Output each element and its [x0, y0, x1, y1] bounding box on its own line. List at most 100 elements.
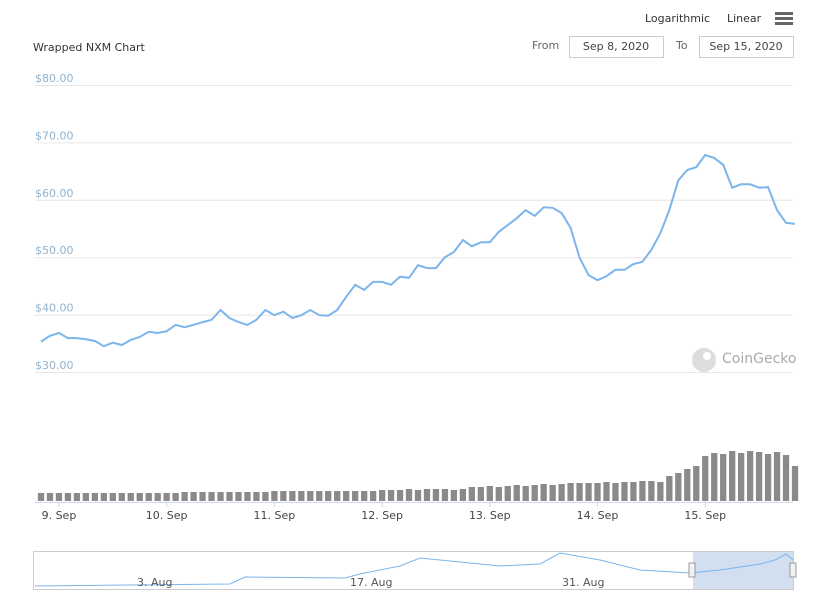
y-tick-label: $30.00: [35, 359, 74, 372]
linear-button[interactable]: Linear: [727, 12, 762, 25]
volume-bar: [720, 454, 727, 501]
x-tick-label: 10. Sep: [146, 509, 188, 522]
volume-bar: [621, 482, 628, 501]
volume-bar: [82, 493, 90, 501]
volume-bar: [630, 482, 637, 501]
volume-bar: [764, 454, 772, 501]
volume-bar: [648, 481, 655, 501]
volume-bar: [307, 491, 314, 501]
from-input[interactable]: [569, 36, 664, 58]
volume-bar: [289, 491, 296, 501]
volume-bar: [558, 484, 565, 501]
to-input[interactable]: [699, 36, 794, 58]
volume-bar: [657, 482, 664, 501]
to-date[interactable]: Sep 15, 2020: [709, 40, 782, 53]
volume-bar: [773, 452, 781, 501]
volume-bar: [316, 491, 323, 501]
y-tick-label: $50.00: [35, 244, 74, 257]
navigator-label: 3. Aug: [137, 576, 172, 589]
volume-bar: [693, 466, 700, 501]
volume-bar: [594, 483, 601, 501]
volume-bar: [118, 493, 125, 501]
volume-bar: [729, 451, 736, 501]
volume-bar: [387, 490, 395, 501]
from-date[interactable]: Sep 8, 2020: [583, 40, 649, 53]
volume-bar: [325, 491, 332, 501]
volume-bar: [378, 490, 386, 501]
volume-bar: [109, 493, 116, 501]
volume-bar: [450, 490, 458, 501]
volume-bar: [235, 492, 242, 501]
volume-bar: [217, 492, 224, 501]
watermark-logo: [692, 348, 716, 372]
volume-bar: [432, 489, 440, 501]
volume-bar: [208, 492, 215, 501]
volume-bar: [361, 491, 368, 501]
watermark: CoinGecko: [722, 351, 796, 367]
y-tick-label: $40.00: [35, 302, 74, 315]
volume-bar: [666, 476, 673, 501]
y-tick-label: $70.00: [35, 129, 74, 142]
volume-bar: [675, 473, 682, 501]
volume-bar: [791, 466, 799, 501]
volume-bar: [100, 493, 107, 501]
volume-bar: [702, 456, 709, 501]
volume-bar: [46, 493, 54, 501]
volume-bar: [567, 483, 574, 501]
volume-bar: [504, 486, 511, 501]
volume-bar: [352, 491, 359, 501]
volume-bar: [603, 482, 610, 501]
volume-bar: [64, 493, 72, 501]
x-tick-label: 12. Sep: [361, 509, 403, 522]
volume-bar: [612, 483, 619, 501]
volume-bar: [684, 469, 691, 501]
navigator-label: 17. Aug: [350, 576, 392, 589]
volume-bar: [190, 492, 197, 501]
volume-bar: [226, 492, 233, 501]
x-tick-label: 11. Sep: [254, 509, 296, 522]
volume-bar: [746, 451, 754, 501]
volume-bar: [343, 491, 350, 501]
volume-bar: [280, 491, 287, 501]
volume-bar: [423, 489, 431, 501]
volume-bar: [414, 490, 422, 501]
volume-bar: [513, 485, 520, 501]
volume-bar: [585, 483, 592, 501]
x-tick-label: 15. Sep: [684, 509, 726, 522]
price-line: [40, 153, 796, 348]
volume-bar: [136, 493, 143, 501]
navigator-label: 31. Aug: [562, 576, 604, 589]
volume-bar: [244, 492, 251, 501]
volume-bar: [163, 493, 170, 501]
chart-title: Wrapped NXM Chart: [33, 41, 146, 54]
volume-bar: [738, 453, 745, 501]
volume-bar: [369, 491, 377, 501]
log-button[interactable]: Logarithmic: [645, 12, 710, 25]
volume-bar: [405, 489, 413, 501]
volume-bar: [298, 491, 305, 501]
volume-bar: [576, 483, 583, 501]
to-label: To: [675, 39, 688, 52]
volume-bar: [91, 493, 98, 501]
volume-bar: [172, 493, 179, 501]
volume-bar: [271, 491, 278, 501]
volume-bar: [495, 487, 502, 501]
volume-bar: [486, 486, 493, 501]
volume-bar: [755, 452, 763, 501]
volume-bar: [181, 492, 188, 501]
volume-bar: [639, 481, 646, 501]
volume-bar: [531, 485, 538, 501]
volume-bar: [522, 486, 529, 501]
volume-bar: [127, 493, 134, 501]
volume-bar: [334, 491, 341, 501]
menu-icon[interactable]: [775, 12, 793, 25]
navigator[interactable]: [33, 551, 797, 590]
volume-bar: [459, 489, 467, 501]
volume-bar: [55, 493, 63, 501]
volume-bar: [253, 492, 260, 501]
volume-bar: [37, 493, 45, 501]
volume-bar: [782, 455, 790, 501]
volume-bar: [199, 492, 206, 501]
